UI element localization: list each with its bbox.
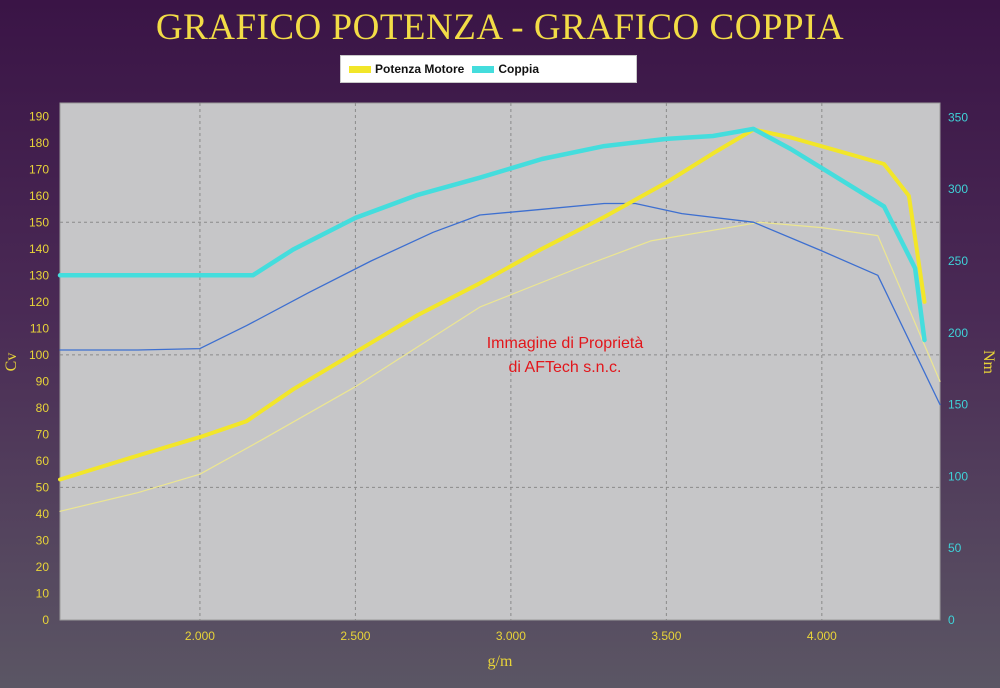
y-left-tick-label: 80	[36, 401, 50, 415]
y-left-tick-label: 20	[36, 560, 50, 574]
y-left-tick-label: 170	[29, 162, 49, 176]
y-right-tick-label: 200	[948, 326, 968, 340]
grid-lines	[60, 103, 940, 620]
x-axis-label: g/m	[488, 653, 513, 670]
series-layer	[57, 126, 941, 512]
series-line-2	[59, 221, 941, 512]
legend-swatch-coppia	[472, 65, 495, 73]
legend: Potenza Motore Coppia	[340, 55, 637, 83]
y-axis-label-right: Nm	[980, 350, 997, 375]
y-axis-label-left: Cv	[3, 353, 20, 372]
legend-label-potenza: Potenza Motore	[375, 62, 465, 76]
legend-label-coppia: Coppia	[498, 62, 540, 76]
plot-area	[59, 102, 941, 621]
x-tick-label: 4.000	[807, 629, 837, 643]
y-right-tick-label: 50	[948, 541, 962, 555]
watermark-line-2: di AFTech s.n.c.	[509, 359, 622, 376]
legend-item-coppia: Coppia	[472, 62, 539, 76]
y-left-tick-label: 110	[30, 321, 49, 335]
x-tick-label: 2.500	[340, 629, 370, 643]
y-right-tick-label: 350	[948, 110, 968, 124]
x-tick-label: 2.000	[185, 629, 215, 643]
y-left-tick-label: 10	[36, 586, 50, 600]
y-left-tick-label: 160	[29, 189, 49, 203]
y-right-tick-label: 300	[948, 182, 968, 196]
axis-layer: 0 10 20 30 40 50 60 70 80 90 100 110 120 130 140 150 160…	[29, 109, 968, 643]
y-left-tick-label: 40	[36, 507, 50, 521]
y-right-tick-label: 0	[948, 613, 955, 627]
y-left-tick-label: 120	[29, 295, 49, 309]
series-line-3	[59, 202, 941, 406]
y-right-tick-label: 150	[948, 398, 968, 412]
series-line-0	[58, 127, 927, 482]
y-left-tick-label: 70	[36, 427, 50, 441]
series-line-1	[57, 126, 927, 343]
y-left-tick-label: 140	[29, 242, 49, 256]
y-right-tick-label: 250	[948, 254, 968, 268]
x-tick-label: 3.000	[496, 629, 526, 643]
watermark-line-1: Immagine di Proprietà	[487, 335, 644, 352]
chart-title: GRAFICO POTENZA - GRAFICO COPPIA	[155, 7, 845, 48]
x-tick-label: 3.500	[651, 629, 681, 643]
y-left-tick-label: 150	[29, 215, 49, 229]
y-left-tick-label: 50	[36, 480, 50, 494]
y-left-tick-label: 30	[36, 533, 50, 547]
y-right-tick-label: 100	[948, 469, 968, 483]
legend-swatch-potenza	[349, 65, 371, 73]
y-left-tick-label: 100	[29, 348, 49, 362]
y-left-tick-label: 180	[29, 136, 49, 150]
y-left-tick-label: 0	[42, 613, 49, 627]
y-left-tick-label: 90	[36, 374, 50, 388]
y-left-tick-label: 130	[29, 268, 49, 282]
y-left-tick-label: 60	[36, 454, 50, 468]
y-left-tick-label: 190	[29, 109, 49, 123]
legend-item-potenza: Potenza Motore	[349, 62, 464, 76]
